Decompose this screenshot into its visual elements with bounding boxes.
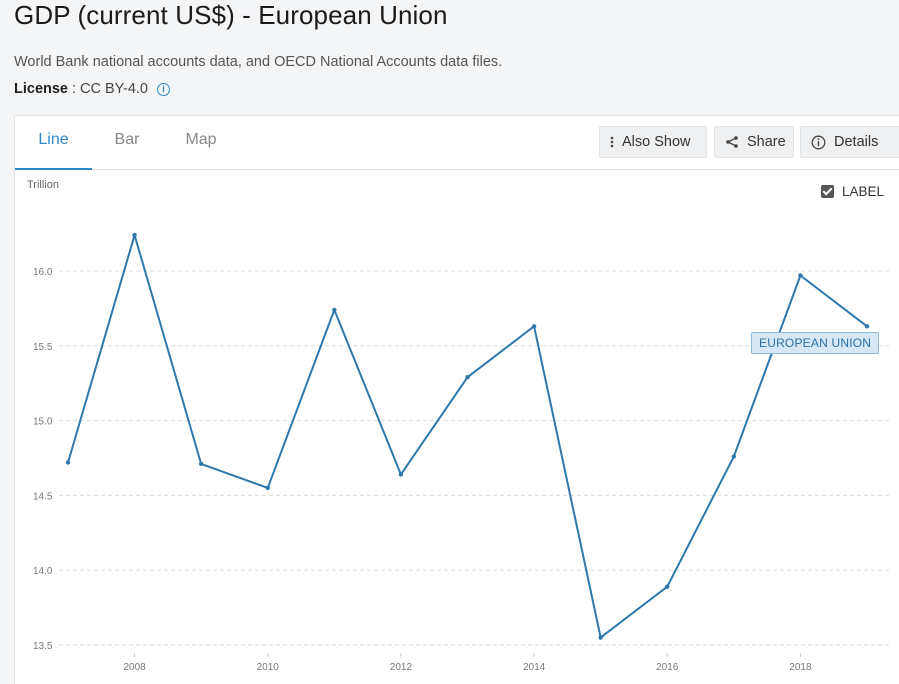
also-show-label: Also Show (622, 134, 691, 150)
data-point[interactable] (332, 307, 337, 313)
data-point[interactable] (798, 273, 803, 278)
data-point[interactable] (465, 375, 470, 380)
data-point[interactable] (864, 324, 870, 329)
x-tick-label: 2010 (257, 662, 280, 673)
page-title: GDP (current US$) - European Union (14, 0, 448, 30)
line-chart: 13.5 14.0 14.5 15.0 15.5 16.0 2008 2010 2012 2014… (33, 232, 891, 673)
tab-map[interactable]: Map (185, 131, 217, 148)
data-point[interactable] (132, 232, 137, 238)
license-label: License (14, 81, 68, 97)
label-checkbox[interactable] (820, 185, 834, 198)
share-button[interactable]: Share (714, 126, 794, 158)
data-point[interactable] (198, 461, 204, 467)
series-line[interactable] (67, 234, 868, 639)
tab-bar[interactable]: Bar (114, 131, 140, 148)
x-tick-label: 2008 (123, 662, 146, 673)
more-vertical-icon (610, 136, 614, 148)
data-point[interactable] (665, 584, 670, 589)
data-point[interactable] (265, 485, 270, 491)
y-tick-label: 15.5 (33, 342, 53, 353)
share-label: Share (747, 134, 786, 150)
info-circle-icon (811, 135, 826, 150)
license-separator: : (72, 81, 77, 97)
tab-line[interactable]: Line (15, 116, 92, 170)
also-show-button[interactable]: Also Show (599, 126, 707, 158)
info-icon[interactable]: i (157, 82, 170, 96)
chart-tabs: Line Bar Map Also Show Share Details (15, 116, 899, 170)
data-point[interactable] (598, 635, 603, 640)
chart-panel: Line Bar Map Also Show Share Details Tri… (14, 115, 899, 684)
y-tick-label: 14.0 (33, 566, 53, 577)
data-point[interactable] (731, 454, 737, 459)
x-tick-label: 2014 (523, 662, 546, 673)
details-label: Details (834, 134, 879, 150)
source-note: World Bank national accounts data, and O… (14, 54, 503, 70)
details-button[interactable]: Details (800, 126, 899, 158)
data-point[interactable] (531, 324, 537, 329)
x-tick-label: 2016 (656, 662, 679, 673)
license-row: License : CC BY-4.0 i (14, 81, 170, 97)
series-label: EUROPEAN UNION (751, 332, 880, 354)
data-point[interactable] (398, 472, 404, 477)
y-tick-label: 16.0 (33, 267, 53, 278)
y-tick-label: 15.0 (33, 417, 53, 428)
license-value[interactable]: CC BY-4.0 (80, 81, 148, 97)
x-tick-label: 2018 (789, 662, 812, 673)
y-axis-unit-label: Trillion (27, 179, 59, 191)
label-toggle-text: LABEL (841, 184, 884, 199)
label-toggle[interactable]: LABEL (820, 184, 884, 199)
y-tick-label: 14.5 (33, 491, 53, 502)
data-point[interactable] (65, 460, 71, 465)
y-tick-label: 13.5 (33, 641, 53, 652)
x-tick-label: 2012 (390, 662, 413, 673)
share-icon (725, 135, 739, 149)
